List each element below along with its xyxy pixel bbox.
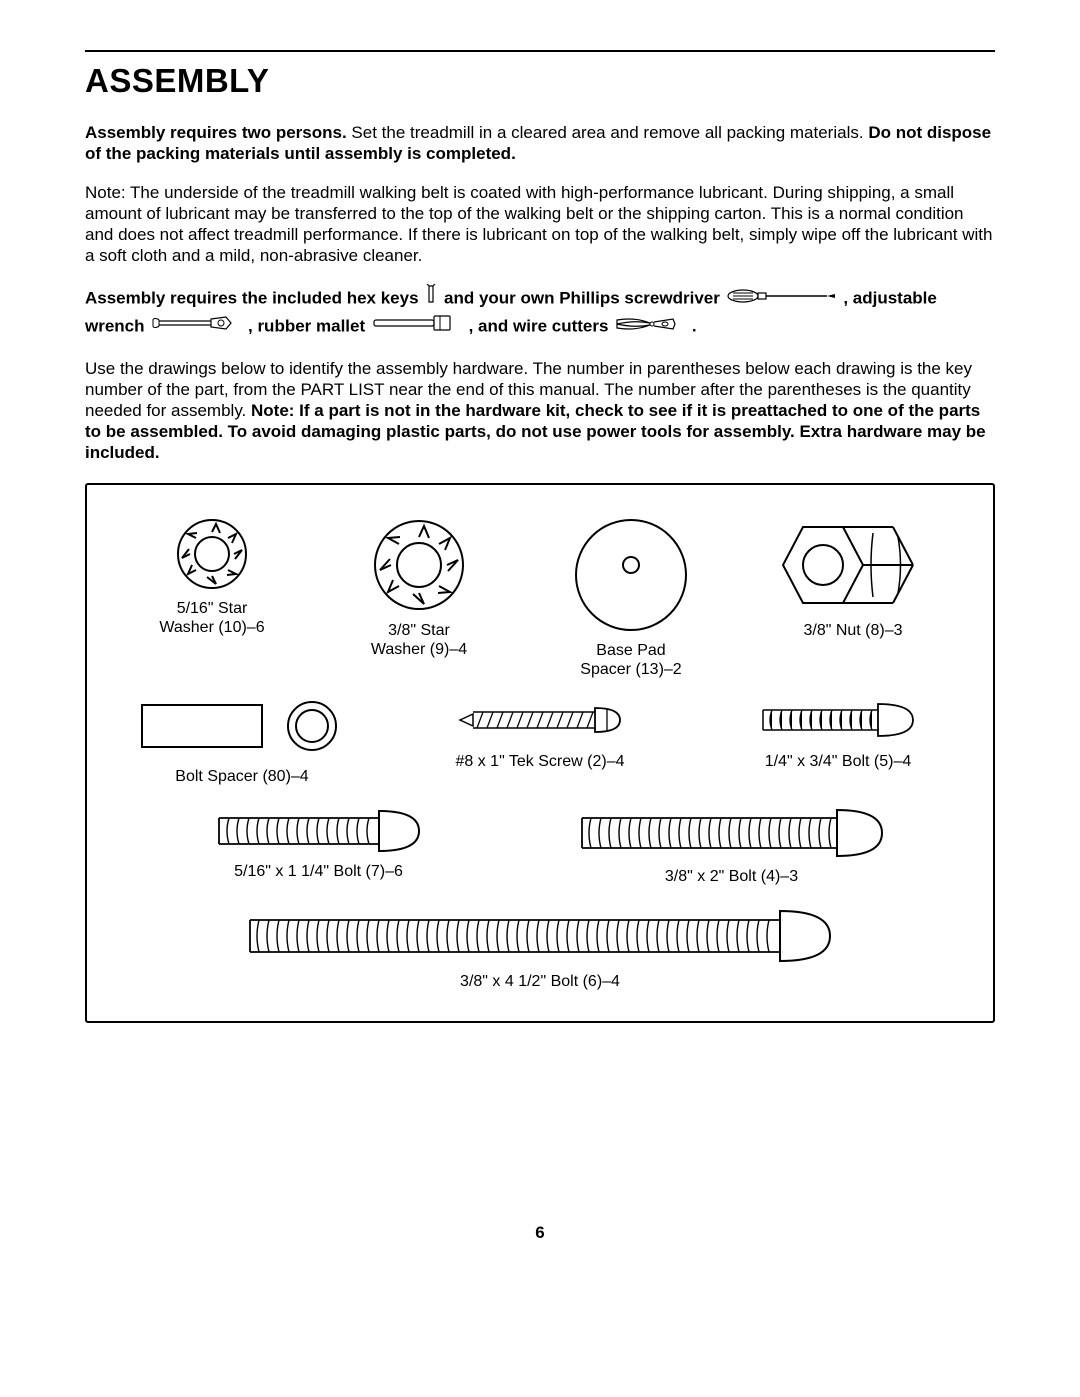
hardware-row-3: 5/16" x 1 1/4" Bolt (7)–6 — [127, 806, 953, 886]
hw-label: 3/8" Star Washer (9)–4 — [371, 621, 467, 659]
mallet-icon — [372, 314, 462, 340]
hw-tek-screw: #8 x 1" Tek Screw (2)–4 — [425, 700, 655, 771]
hw-bolt-14: 1/4" x 3/4" Bolt (5)–4 — [723, 700, 953, 771]
tools-text-1: Assembly requires the included hex keys — [85, 289, 419, 308]
bolt-38-2-icon — [577, 806, 887, 861]
page-container: ASSEMBLY Assembly requires two persons. … — [0, 0, 1080, 1273]
hw-base-pad-spacer: Base Pad Spacer (13)–2 — [541, 515, 721, 679]
hw-star-washer-516: 5/16" Star Washer (10)–6 — [127, 515, 297, 637]
intro-mid: Set the treadmill in a cleared area and … — [347, 123, 869, 142]
hw-bolt-spacer: Bolt Spacer (80)–4 — [127, 700, 357, 786]
tools-text-4: , rubber mallet — [248, 316, 365, 335]
hw-label: 3/8" Nut (8)–3 — [803, 621, 902, 640]
bolt-516-icon — [214, 806, 424, 856]
intro-paragraph-1: Assembly requires two persons. Set the t… — [85, 122, 995, 164]
wrench-icon — [151, 314, 241, 340]
tools-text-2: and your own Phillips screwdriver — [444, 289, 720, 308]
hw-label: 1/4" x 3/4" Bolt (5)–4 — [765, 752, 912, 771]
tools-text-5: , and wire cutters — [469, 316, 609, 335]
hw-label: 3/8" x 2" Bolt (4)–3 — [665, 867, 798, 886]
tools-period: . — [692, 316, 697, 335]
top-rule — [85, 50, 995, 52]
star-washer-516-icon — [173, 515, 251, 593]
tek-screw-icon — [455, 700, 625, 740]
hw-star-washer-38: 3/8" Star Washer (9)–4 — [329, 515, 509, 659]
hw-bolt-38-2: 3/8" x 2" Bolt (4)–3 — [562, 806, 902, 886]
hw-nut-38: 3/8" Nut (8)–3 — [753, 515, 953, 640]
intro-bold-lead: Assembly requires two persons. — [85, 123, 347, 142]
bolt-14-icon — [758, 700, 918, 740]
bolt-spacer-icon — [137, 700, 347, 755]
hw-label: 5/16" Star Washer (10)–6 — [159, 599, 264, 637]
hardware-intro: Use the drawings below to identify the a… — [85, 358, 995, 463]
hw-bolt-38-45: 3/8" x 4 1/2" Bolt (6)–4 — [230, 906, 850, 991]
hw-label: Bolt Spacer (80)–4 — [175, 767, 308, 786]
hw-label: 3/8" x 4 1/2" Bolt (6)–4 — [460, 972, 620, 991]
wire-cutters-icon — [615, 315, 685, 340]
hardware-row-1: 5/16" Star Washer (10)–6 3/8" Sta — [127, 515, 953, 679]
star-washer-38-icon — [369, 515, 469, 615]
hw-label: #8 x 1" Tek Screw (2)–4 — [455, 752, 624, 771]
tools-paragraph: Assembly requires the included hex keys … — [85, 284, 995, 339]
screwdriver-icon — [727, 287, 837, 312]
page-title: ASSEMBLY — [85, 62, 995, 100]
hex-key-icon — [425, 284, 437, 314]
page-number: 6 — [85, 1223, 995, 1243]
base-pad-icon — [571, 515, 691, 635]
hardware-box: 5/16" Star Washer (10)–6 3/8" Sta — [85, 483, 995, 1023]
lubricant-note: Note: The underside of the treadmill wal… — [85, 182, 995, 266]
hardware-row-4: 3/8" x 4 1/2" Bolt (6)–4 — [127, 906, 953, 991]
nut-38-icon — [773, 515, 933, 615]
hw-label: Base Pad Spacer (13)–2 — [580, 641, 681, 679]
bolt-38-45-icon — [245, 906, 835, 966]
hw-bolt-516: 5/16" x 1 1/4" Bolt (7)–6 — [179, 806, 459, 881]
hardware-row-2: Bolt Spacer (80)–4 — [127, 700, 953, 786]
hw-label: 5/16" x 1 1/4" Bolt (7)–6 — [234, 862, 403, 881]
